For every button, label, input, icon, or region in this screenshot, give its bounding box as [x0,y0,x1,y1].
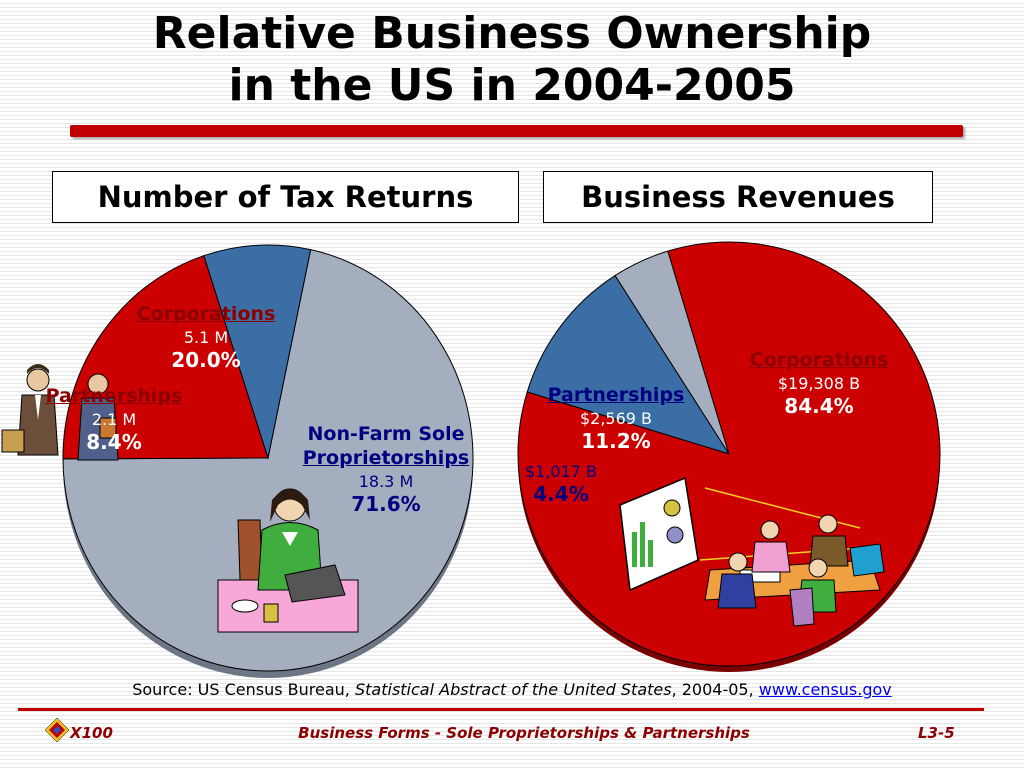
left-sole-amount: 18.3 M [358,472,414,491]
left-pie-slice-non-farm-sole-proprietorships [62,249,474,672]
right-corp-name: Corporations [749,349,889,371]
left-pie-slice-partnerships [203,244,312,460]
right-part-percent: 11.2% [581,429,651,453]
left-label-corporations: Corporations 5.1 M 20.0% [120,302,292,372]
source-citation: Source: US Census Bureau, Statistical Ab… [0,680,1024,699]
left-part-amount: 2.1 M [91,410,137,429]
source-publication: Statistical Abstract of the United State… [354,680,672,699]
left-part-name: Partnerships [45,385,183,407]
source-middle: , 2004-05, [671,680,759,699]
left-sole-percent: 71.6% [351,492,421,516]
meeting-clipart [619,476,885,627]
left-sole-name-1: Non-Farm Sole [307,423,465,445]
right-label-corporations: Corporations $19,308 B 84.4% [733,348,905,418]
left-label-sole-proprietorships: Non-Farm Sole Proprietorships 18.3 M 71.… [288,422,484,516]
left-label-partnerships: Partnerships 2.1 M 8.4% [28,384,200,454]
title-line-1: Relative Business Ownership [152,8,872,59]
right-part-amount: $2,569 B [579,409,653,428]
businessmen-clipart [1,364,119,461]
footer-lesson-title: Business Forms - Sole Proprietorships & … [298,724,750,742]
left-sole-name-2: Proprietorships [302,447,470,469]
right-corp-percent: 84.4% [784,394,854,418]
diamond-logo-icon [44,717,70,743]
right-label-other: $1,017 B 4.4% [508,460,614,506]
census-link[interactable]: www.census.gov [758,680,892,699]
right-label-partnerships: Partnerships $2,569 B 11.2% [530,383,702,453]
right-part-name: Partnerships [547,384,685,406]
chart-title-business-revenues: Business Revenues [543,171,933,223]
title-underline-bar [70,125,963,137]
woman-laptop-clipart [217,488,359,633]
left-corp-amount: 5.1 M [183,328,229,347]
footer-course-code: X100 [70,724,113,742]
right-pie-slice-partnerships [526,274,731,455]
footer-divider [18,708,984,711]
right-corp-amount: $19,308 B [777,374,861,393]
chart-title-tax-returns: Number of Tax Returns [52,171,519,223]
footer-slide-number: L3-5 [918,724,955,742]
left-corp-name: Corporations [136,303,276,325]
source-prefix: Source: US Census Bureau, [132,680,355,699]
title-line-2: in the US in 2004-2005 [228,60,796,111]
left-part-percent: 8.4% [86,430,142,454]
right-sole-amount: $1,017 B [524,462,598,481]
slide-title: Relative Business Ownership in the US in… [0,8,1024,112]
left-corp-percent: 20.0% [171,348,241,372]
right-sole-percent: 4.4% [533,482,589,506]
